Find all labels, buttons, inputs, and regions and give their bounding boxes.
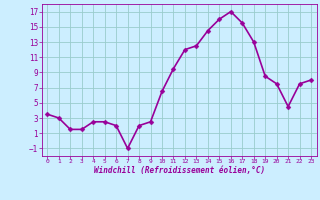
X-axis label: Windchill (Refroidissement éolien,°C): Windchill (Refroidissement éolien,°C) (94, 166, 265, 175)
